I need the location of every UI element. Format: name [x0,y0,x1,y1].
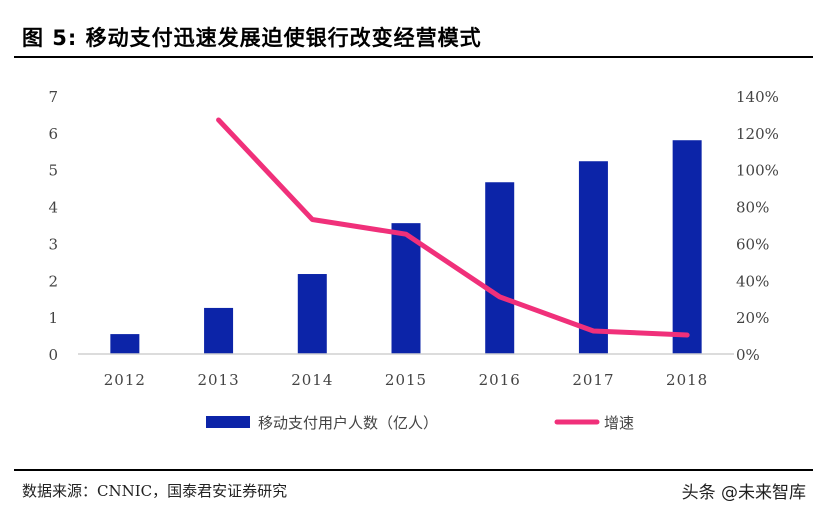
bar-2018 [672,140,702,354]
chart-svg: 0 1 2 3 4 5 6 7 0% 20% 40% 60% 80% 100% 120% 140% 2012 20… [48,88,779,432]
footer-rule [14,469,813,471]
right-axis-tick: 80% [736,199,769,217]
x-axis-tick: 2015 [385,371,427,389]
title-rule [14,56,813,58]
x-axis-tick: 2013 [197,371,239,389]
bar-2014 [297,274,327,354]
legend-bar-swatch [206,416,250,428]
watermark: 头条 @未来智库 [681,483,806,503]
legend-line-label: 增速 [604,414,634,432]
bar-2016 [485,182,515,354]
source-note: 数据来源：CNNIC，国泰君安证券研究 [22,482,288,500]
bar-2015 [391,223,421,354]
x-axis-tick: 2014 [291,371,333,389]
right-axis-tick: 60% [736,235,769,253]
bar-2012 [110,334,140,354]
left-axis-tick: 0 [48,346,58,364]
bar-2017 [578,161,608,354]
left-axis-tick: 6 [48,125,58,143]
right-axis-tick: 140% [736,88,779,106]
x-axis-tick: 2012 [104,371,146,389]
left-axis-tick: 3 [48,235,58,253]
right-axis-tick: 40% [736,272,769,290]
left-axis-tick: 2 [48,272,58,290]
legend-bar-label: 移动支付用户人数（亿人） [258,414,438,432]
x-axis-tick: 2018 [666,371,708,389]
left-axis-tick: 1 [48,309,58,327]
right-axis-tick: 0% [736,346,760,364]
right-axis-tick: 20% [736,309,769,327]
x-axis-tick: 2016 [479,371,521,389]
left-axis-tick: 4 [48,199,58,217]
bar-2013 [204,307,234,354]
x-axis-tick: 2017 [572,371,614,389]
left-axis-tick: 7 [48,88,58,106]
right-axis-tick: 100% [736,162,779,180]
left-axis-tick: 5 [48,162,58,180]
figure-title: 图 5: 移动支付迅速发展迫使银行改变经营模式 [22,26,482,50]
growth-line [216,117,690,338]
right-axis-tick: 120% [736,125,779,143]
